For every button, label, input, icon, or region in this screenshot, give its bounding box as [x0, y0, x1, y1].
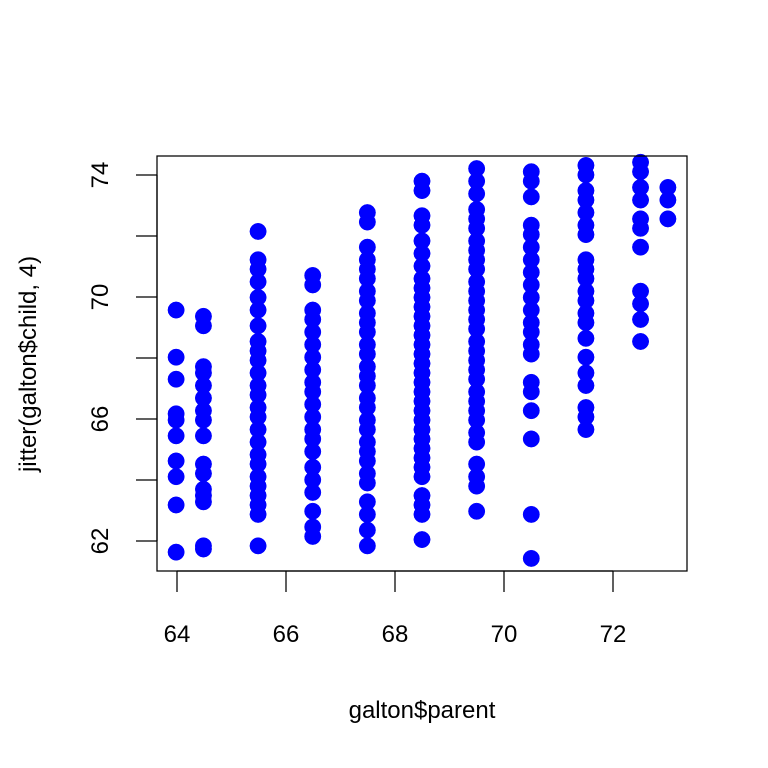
scatter-point [632, 311, 650, 328]
scatter-point [413, 531, 431, 549]
scatter-point [194, 540, 212, 558]
x-tick-label-68: 68 [382, 621, 409, 648]
scatter-point [577, 377, 595, 394]
scatter-point [194, 411, 212, 429]
scatter-point [522, 172, 540, 190]
scatter-point [194, 427, 212, 445]
scatter-point [249, 317, 267, 335]
scatter-point [632, 238, 650, 256]
scatter-point [522, 549, 540, 567]
scatter-point [468, 477, 486, 495]
scatter-point [167, 370, 185, 388]
scatter-point [167, 427, 185, 445]
scatter-point [249, 273, 267, 291]
scatter-point [304, 276, 322, 294]
scatter-point [249, 505, 267, 523]
scatter-point [522, 505, 540, 523]
y-axis: 62 66 70 74 jitter(galton$child, 4) [15, 162, 158, 555]
scatter-point [167, 543, 185, 561]
scatter-point [249, 301, 267, 319]
scatter-point [194, 493, 212, 511]
scatter-point [577, 421, 595, 438]
scatter-point [413, 505, 431, 523]
scatter-point [358, 213, 376, 231]
scatter-point [577, 166, 595, 184]
scatter-point [167, 348, 185, 366]
scatter-point [522, 383, 540, 401]
y-axis-label: jitter(galton$child, 4) [15, 256, 42, 473]
scatter-point [304, 527, 322, 545]
scatter-point [577, 226, 595, 244]
scatter-point [577, 348, 595, 366]
scatter-point [249, 537, 267, 555]
scatter-point [659, 210, 677, 228]
scatter-point [413, 468, 431, 486]
scatter-point [632, 191, 650, 209]
scatter-point [632, 163, 650, 181]
scatter-point [358, 521, 376, 539]
scatter-point [413, 216, 431, 234]
scatter-point [659, 191, 677, 209]
scatter-point [522, 430, 540, 448]
x-axis-label: galton$parent [349, 697, 496, 724]
scatter-point [468, 433, 486, 451]
points-layer [167, 153, 677, 567]
scatter-point [468, 185, 486, 203]
scatter-point [304, 502, 322, 520]
scatter-point [249, 223, 267, 240]
x-axis: 64 66 68 70 72 galton$parent [164, 570, 627, 724]
scatter-point [304, 443, 322, 460]
scatter-point [358, 474, 376, 492]
y-tick-label-74: 74 [87, 162, 114, 189]
scatter-point [358, 505, 376, 523]
scatter-point [522, 188, 540, 206]
scatter-point [413, 182, 431, 200]
scatter-point [167, 468, 185, 486]
x-tick-label-72: 72 [600, 621, 627, 648]
y-tick-label-62: 62 [87, 528, 114, 555]
scatter-point [167, 301, 185, 319]
x-tick-label-70: 70 [491, 621, 518, 648]
scatter-point [167, 452, 185, 470]
scatter-point [577, 314, 595, 332]
scatter-point [358, 537, 376, 555]
y-tick-label-66: 66 [87, 406, 114, 433]
scatter-point [632, 333, 650, 350]
scatter-point [522, 402, 540, 420]
scatter-point [632, 219, 650, 237]
scatter-point [632, 295, 650, 313]
scatter-point [167, 496, 185, 514]
scatter-point [304, 483, 322, 501]
x-tick-label-64: 64 [164, 621, 191, 648]
scatter-point [468, 502, 486, 520]
scatter-point [194, 317, 212, 335]
scatter-point [194, 465, 212, 482]
scatter-point [577, 329, 595, 347]
x-tick-label-66: 66 [273, 621, 300, 648]
y-tick-label-70: 70 [87, 284, 114, 311]
scatter-point [167, 411, 185, 429]
scatter-point [522, 345, 540, 363]
